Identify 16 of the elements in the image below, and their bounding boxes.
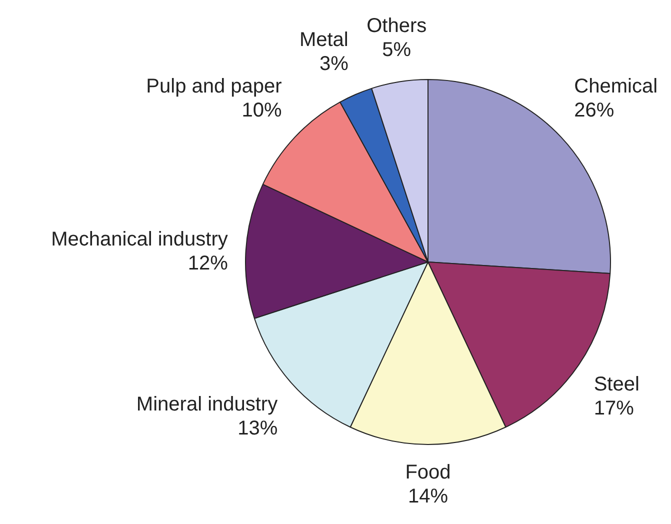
- slice-label: Food: [405, 462, 451, 484]
- slice-label: Pulp and paper: [146, 76, 282, 98]
- data-label: 26%: [574, 100, 614, 122]
- slice-label: Mechanical industry: [51, 228, 228, 250]
- slice-label: Steel: [594, 374, 640, 396]
- data-label: 10%: [242, 100, 282, 122]
- data-label: 13%: [238, 418, 278, 440]
- slice-label: Mineral industry: [136, 394, 278, 416]
- data-label: 12%: [188, 252, 228, 274]
- slice-label: Metal: [299, 28, 348, 51]
- data-label: 5%: [382, 38, 412, 61]
- data-label: 14%: [408, 486, 448, 508]
- slice-label: Chemical: [574, 76, 658, 98]
- data-label: 3%: [319, 52, 349, 75]
- slice-label: Others: [366, 14, 427, 37]
- data-label: 17%: [594, 398, 634, 420]
